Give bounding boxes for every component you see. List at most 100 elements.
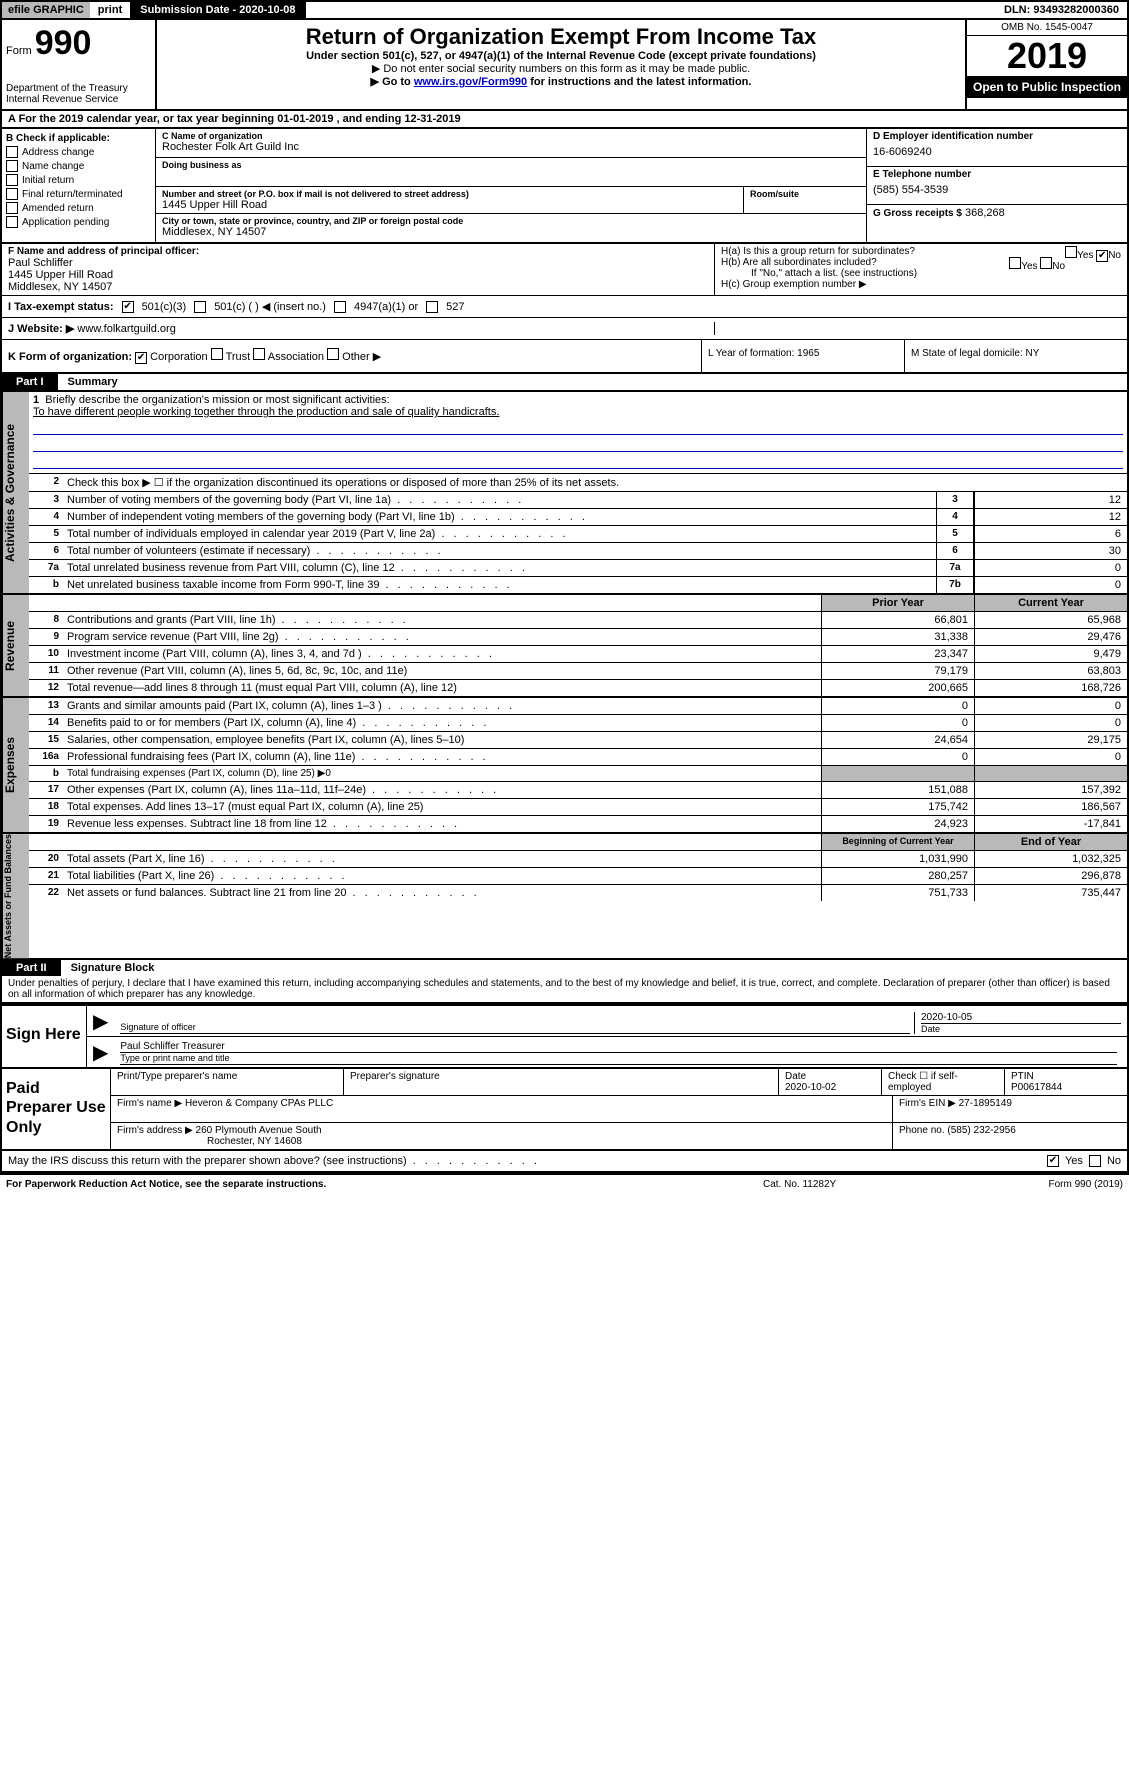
col-b-checkboxes: B Check if applicable: Address change Na… (2, 129, 155, 242)
c19: -17,841 (974, 816, 1127, 832)
firm-addr1: 260 Plymouth Avenue South (196, 1125, 322, 1136)
v7b: 0 (974, 577, 1127, 593)
part1-header: Part I (2, 374, 58, 390)
l1-text: To have different people working togethe… (33, 406, 1123, 418)
discuss-yes[interactable] (1047, 1155, 1059, 1167)
firm-phone-label: Phone no. (899, 1125, 945, 1136)
k-label: K Form of organization: (8, 351, 132, 363)
ha-label: H(a) Is this a group return for subordin… (721, 246, 915, 257)
lbl-corp: Corporation (150, 351, 207, 363)
officer-addr2: Middlesex, NY 14507 (8, 281, 708, 293)
part2-header: Part II (2, 960, 61, 976)
c21: 296,878 (974, 868, 1127, 884)
lbl-other: Other ▶ (342, 351, 381, 363)
chk-assoc[interactable] (253, 348, 265, 360)
ha-yes[interactable] (1065, 246, 1077, 258)
lbl-trust: Trust (226, 351, 251, 363)
chk-527[interactable] (426, 301, 438, 313)
chk-other[interactable] (327, 348, 339, 360)
firm-ein-label: Firm's EIN ▶ (899, 1098, 956, 1109)
c14: 0 (974, 715, 1127, 731)
chk-initial[interactable] (6, 174, 18, 186)
form-footer: Form 990 (2019) (963, 1179, 1123, 1190)
preparer-block: Paid Preparer Use Only Print/Type prepar… (0, 1069, 1129, 1151)
chk-4947[interactable] (334, 301, 346, 313)
entity-block: B Check if applicable: Address change Na… (0, 129, 1129, 244)
room-label: Room/suite (750, 189, 860, 199)
c9: 29,476 (974, 629, 1127, 645)
ha-yes-lbl: Yes (1077, 250, 1093, 261)
chk-corp[interactable] (135, 352, 147, 364)
chk-amended[interactable] (6, 202, 18, 214)
c20: 1,032,325 (974, 851, 1127, 867)
gross-label: G Gross receipts $ (873, 208, 962, 219)
lbl-assoc: Association (268, 351, 324, 363)
officer-name: Paul Schliffer (8, 257, 708, 269)
firm-addr-label: Firm's address ▶ (117, 1125, 193, 1136)
form-number: 990 (35, 24, 92, 62)
c12: 168,726 (974, 680, 1127, 696)
sign-here-block: Sign Here ▶ Signature of officer 2020-10… (0, 1004, 1129, 1069)
tel-label: E Telephone number (873, 169, 1121, 180)
firm-ein: 27-1895149 (959, 1098, 1012, 1109)
p18: 175,742 (821, 799, 974, 815)
chk-name[interactable] (6, 160, 18, 172)
ha-no[interactable] (1096, 250, 1108, 262)
hb-label: H(b) Are all subordinates included? (721, 257, 877, 268)
print-button[interactable]: print (90, 2, 130, 18)
firm-phone: (585) 232-2956 (947, 1125, 1015, 1136)
prep-h2: Preparer's signature (344, 1069, 779, 1095)
l18: Total expenses. Add lines 13–17 (must eq… (63, 799, 821, 815)
l15: Salaries, other compensation, employee b… (63, 732, 821, 748)
c8: 65,968 (974, 612, 1127, 628)
p21: 280,257 (821, 868, 974, 884)
l17: Other expenses (Part IX, column (A), lin… (63, 782, 821, 798)
row-a-period: A For the 2019 calendar year, or tax yea… (0, 111, 1129, 129)
expenses-section: Expenses 13Grants and similar amounts pa… (0, 698, 1129, 834)
l14: Benefits paid to or for members (Part IX… (63, 715, 821, 731)
chk-501c3[interactable] (122, 301, 134, 313)
l11: Other revenue (Part VIII, column (A), li… (63, 663, 821, 679)
discuss-no[interactable] (1089, 1155, 1101, 1167)
sign-here-label: Sign Here (2, 1006, 87, 1067)
l19: Revenue less expenses. Subtract line 18 … (63, 816, 821, 832)
prep-h4: Check ☐ if self-employed (882, 1069, 1005, 1095)
prep-h1: Print/Type preparer's name (111, 1069, 344, 1095)
footer-row: For Paperwork Reduction Act Notice, see … (0, 1173, 1129, 1194)
row-website: J Website: ▶ www.folkartguild.org (0, 318, 1129, 340)
netassets-section: Net Assets or Fund Balances Beginning of… (0, 834, 1129, 960)
lbl-501c: 501(c) ( ) ◀ (insert no.) (214, 300, 326, 313)
chk-address[interactable] (6, 146, 18, 158)
l13: Grants and similar amounts paid (Part IX… (63, 698, 821, 714)
irs-link[interactable]: www.irs.gov/Form990 (414, 76, 527, 88)
officer-label: F Name and address of principal officer: (8, 246, 708, 257)
dln-label: DLN: 93493282000360 (996, 2, 1127, 18)
c17: 157,392 (974, 782, 1127, 798)
c10: 9,479 (974, 646, 1127, 662)
tel-value: (585) 554-3539 (873, 180, 1121, 196)
hb-no[interactable] (1040, 257, 1052, 269)
lbl-501c3: 501(c)(3) (142, 301, 187, 313)
p14: 0 (821, 715, 974, 731)
chk-application[interactable] (6, 216, 18, 228)
prep-h3: Date (785, 1071, 806, 1082)
l16b: Total fundraising expenses (Part IX, col… (63, 766, 821, 781)
addr-value: 1445 Upper Hill Road (162, 199, 737, 211)
l16a: Professional fundraising fees (Part IX, … (63, 749, 821, 765)
firm-label: Firm's name ▶ (117, 1098, 182, 1109)
dept-label: Department of the Treasury Internal Reve… (6, 83, 151, 105)
chk-trust[interactable] (211, 348, 223, 360)
form-id-block: Form 990 Department of the Treasury Inte… (2, 20, 157, 109)
status-label: I Tax-exempt status: (8, 301, 114, 313)
p15: 24,654 (821, 732, 974, 748)
arrow-name-icon: ▶ (93, 1040, 108, 1065)
end-hdr: End of Year (974, 834, 1127, 850)
top-bar: efile GRAPHIC print Submission Date - 20… (0, 0, 1129, 20)
hb-yes[interactable] (1009, 257, 1021, 269)
firm-addr2: Rochester, NY 14608 (117, 1136, 302, 1147)
chk-final[interactable] (6, 188, 18, 200)
l6: Total number of volunteers (estimate if … (63, 543, 936, 559)
v6: 30 (974, 543, 1127, 559)
header-sub1: Under section 501(c), 527, or 4947(a)(1)… (161, 50, 961, 62)
chk-501c[interactable] (194, 301, 206, 313)
